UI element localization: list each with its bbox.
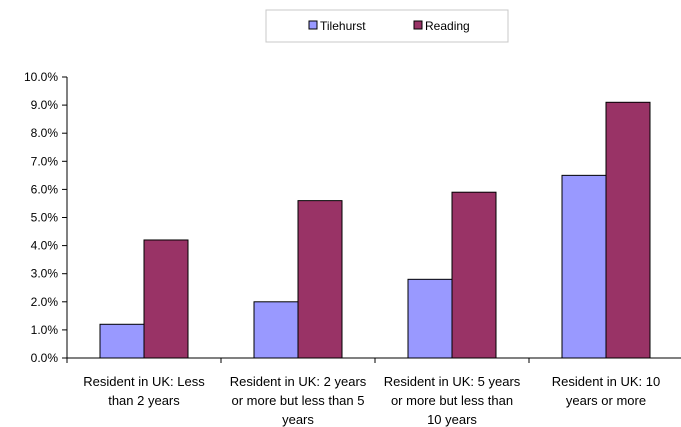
- legend: Tilehurst Reading: [265, 9, 509, 43]
- y-tick-label: 9.0%: [31, 98, 59, 112]
- legend-swatch-reading: [413, 20, 423, 30]
- bar-reading-2: [451, 191, 497, 359]
- x-category-label: Resident in UK: 2 years or more but less …: [230, 374, 367, 427]
- axes: [62, 76, 681, 363]
- y-tick-label: 7.0%: [31, 154, 59, 168]
- y-tick-label: 1.0%: [31, 323, 59, 337]
- bar-reading-0: [143, 239, 189, 359]
- legend-label-reading: Reading: [425, 19, 470, 33]
- bars: [99, 101, 651, 359]
- x-category-label: Resident in UK: Less than 2 years: [83, 374, 205, 408]
- x-category-label-line: or more but less than: [391, 393, 513, 408]
- legend-label-tilehurst: Tilehurst: [320, 19, 366, 33]
- y-tick-label: 5.0%: [31, 211, 59, 225]
- legend-swatch-tilehurst: [308, 20, 318, 30]
- x-category-label-line: Resident in UK: 10: [552, 374, 660, 389]
- x-category-label: Resident in UK: 5 years or more but less …: [384, 374, 521, 427]
- x-category-labels: Resident in UK: Less than 2 yearsResident…: [83, 374, 660, 427]
- x-category-label-line: Resident in UK: Less: [83, 374, 205, 389]
- bar-reading-1: [297, 200, 343, 359]
- y-tick-label: 10.0%: [24, 70, 58, 84]
- x-category-label-line: years: [282, 412, 314, 427]
- bar-tilehurst-3: [561, 174, 607, 359]
- x-category-label-line: or more but less than 5: [232, 393, 365, 408]
- y-tick-label: 0.0%: [31, 351, 59, 365]
- bar-tilehurst-0: [99, 323, 145, 359]
- y-tick-label: 2.0%: [31, 295, 59, 309]
- x-category-label-line: than 2 years: [108, 393, 180, 408]
- x-category-label: Resident in UK: 10 years or more: [552, 374, 660, 408]
- y-tick-label: 3.0%: [31, 267, 59, 281]
- x-category-label-line: Resident in UK: 2 years: [230, 374, 367, 389]
- legend-box: [265, 9, 509, 43]
- y-tick-label: 8.0%: [31, 126, 59, 140]
- x-category-label-line: years or more: [566, 393, 646, 408]
- bar-tilehurst-2: [407, 278, 453, 359]
- x-category-label-line: Resident in UK: 5 years: [384, 374, 521, 389]
- bar-reading-3: [605, 101, 651, 359]
- y-tick-labels: 0.0% 1.0% 2.0% 3.0% 4.0% 5.0% 6.0% 7.0% 8.0% 9.0%…: [24, 70, 58, 365]
- y-tick-label: 4.0%: [31, 239, 59, 253]
- y-tick-label: 6.0%: [31, 182, 59, 196]
- x-category-label-line: 10 years: [427, 412, 477, 427]
- bar-tilehurst-1: [253, 301, 299, 359]
